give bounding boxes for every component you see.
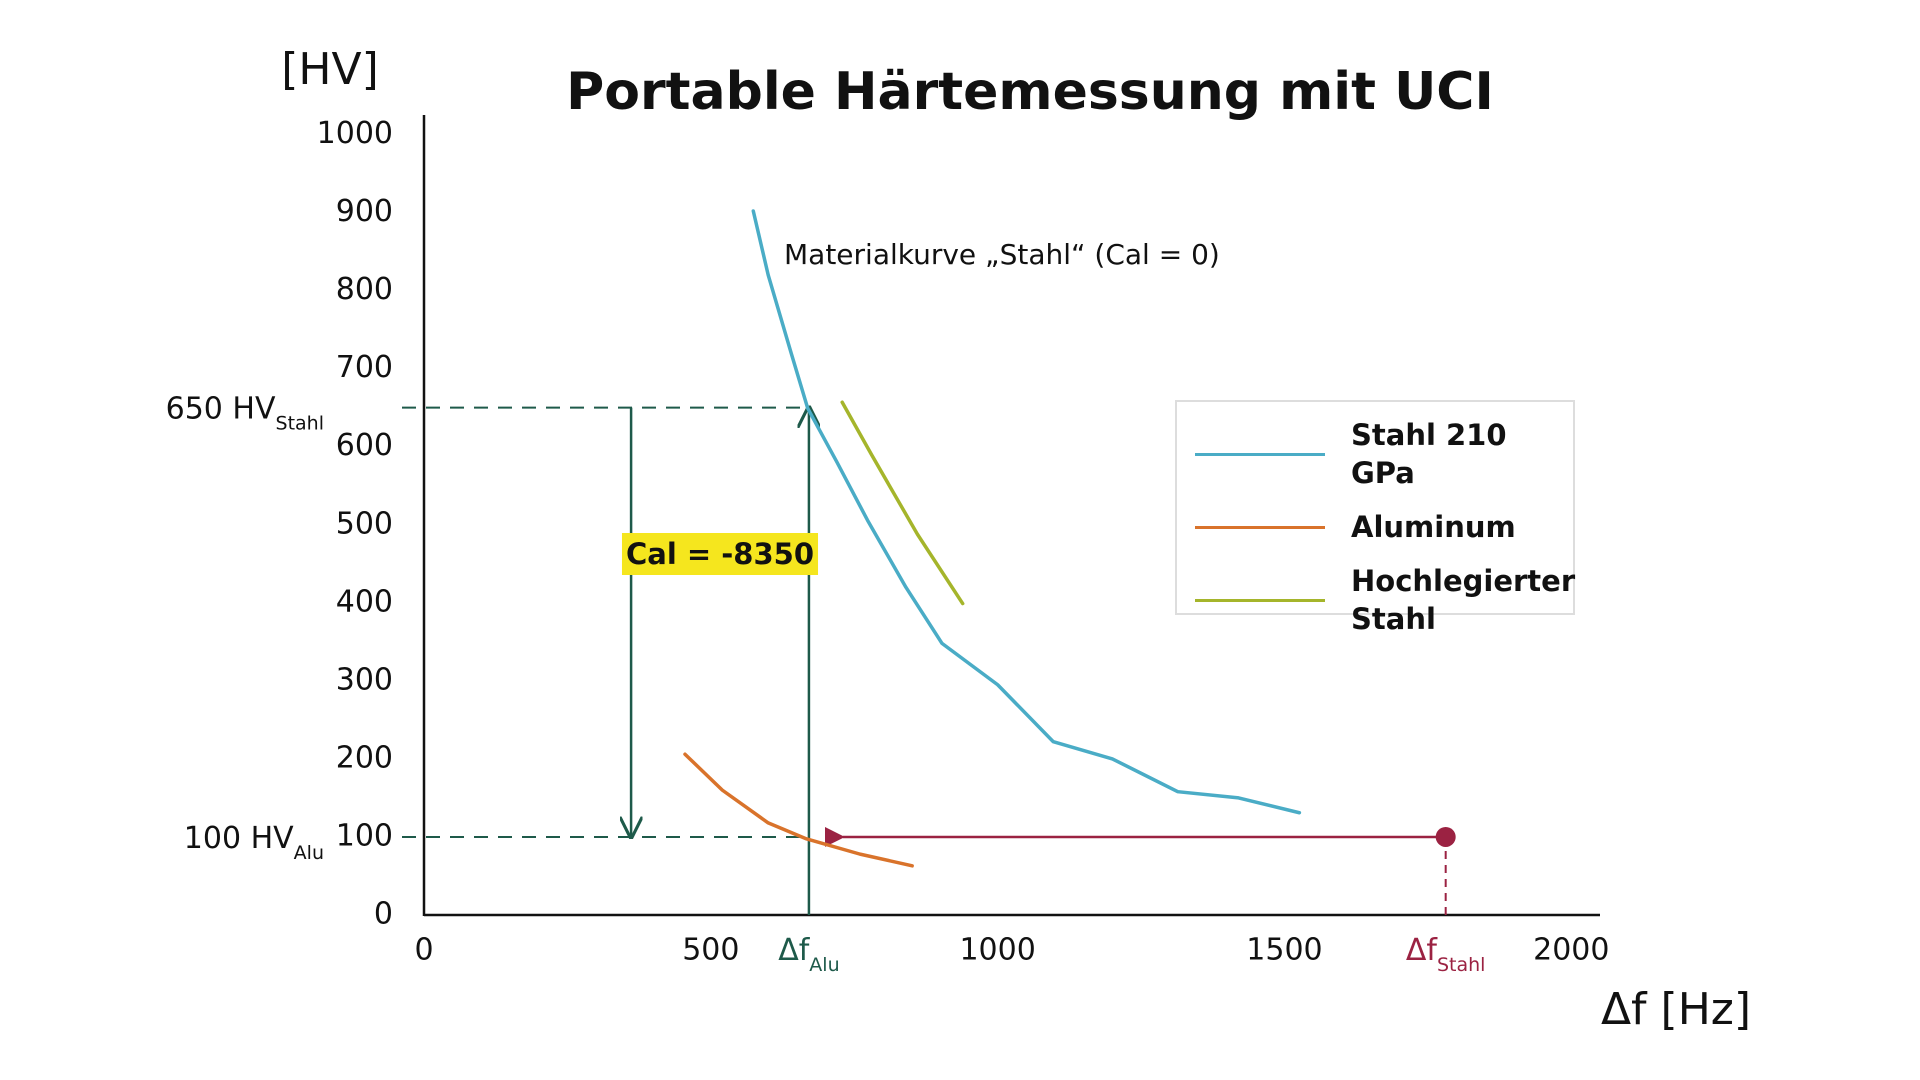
frequency-label: ΔfAlu xyxy=(778,933,839,976)
y-tick-label: 500 xyxy=(336,506,393,541)
legend-entry: Stahl 210 GPa xyxy=(1195,416,1573,492)
reference-label-main: 100 HV xyxy=(184,820,294,855)
legend-label: Stahl 210 GPa xyxy=(1351,418,1507,490)
y-tick-label: 600 xyxy=(336,428,393,463)
x-tick-label: 2000 xyxy=(1533,933,1609,968)
series-line xyxy=(683,752,914,868)
frequency-label: ΔfStahl xyxy=(1406,933,1486,976)
calibration-highlight xyxy=(621,533,819,575)
legend: Stahl 210 GPa Aluminum Hochlegierter Stahl xyxy=(1175,400,1575,636)
y-tick-label: 300 xyxy=(336,662,393,697)
legend-swatch xyxy=(1195,525,1325,529)
series-line xyxy=(751,209,1302,815)
y-tick-label: 100 xyxy=(336,818,393,853)
y-tick-label: 1000 xyxy=(317,116,393,151)
series-line xyxy=(840,400,965,606)
x-tick-label: 1500 xyxy=(1246,933,1322,968)
y-tick-label: 200 xyxy=(336,740,393,775)
calibration-label: Cal = -8350 xyxy=(626,537,814,571)
legend-entry: Hochlegierter Stahl xyxy=(1195,562,1576,638)
y-tick-label: 400 xyxy=(336,584,393,619)
legend-label: Aluminum xyxy=(1351,510,1516,544)
stahl-point xyxy=(1435,826,1456,847)
reference-label: 100 HVAlu xyxy=(184,820,324,863)
reference-label-main: 650 HV xyxy=(166,391,276,426)
x-tick-label: 0 xyxy=(414,933,433,968)
frequency-label-main: Δf xyxy=(1406,933,1439,968)
y-tick-label: 900 xyxy=(336,194,393,229)
reference-label-sub: Alu xyxy=(294,841,324,863)
reference-label-sub: Stahl xyxy=(276,412,324,434)
frequency-label-main: Δf xyxy=(778,933,811,968)
reference-label: 650 HVStahl xyxy=(166,391,324,434)
legend-swatch xyxy=(1195,452,1325,456)
legend-label: Hochlegierter Stahl xyxy=(1351,564,1576,636)
x-tick-label: 1000 xyxy=(959,933,1035,968)
legend-swatch xyxy=(1195,598,1325,602)
y-tick-label: 700 xyxy=(336,350,393,385)
x-axis-label: Δf [Hz] xyxy=(1601,984,1751,1035)
curve-label: Materialkurve „Stahl“ (Cal = 0) xyxy=(784,238,1220,271)
chart-title: Portable Härtemessung mit UCI xyxy=(566,62,1494,122)
legend-entry: Aluminum xyxy=(1195,508,1573,546)
x-tick-label: 500 xyxy=(682,933,739,968)
y-axis-label: [HV] xyxy=(281,44,379,95)
y-tick-label: 800 xyxy=(336,272,393,307)
frequency-label-sub: Stahl xyxy=(1437,954,1485,976)
y-tick-label: 0 xyxy=(374,897,393,932)
frequency-label-sub: Alu xyxy=(809,954,839,976)
